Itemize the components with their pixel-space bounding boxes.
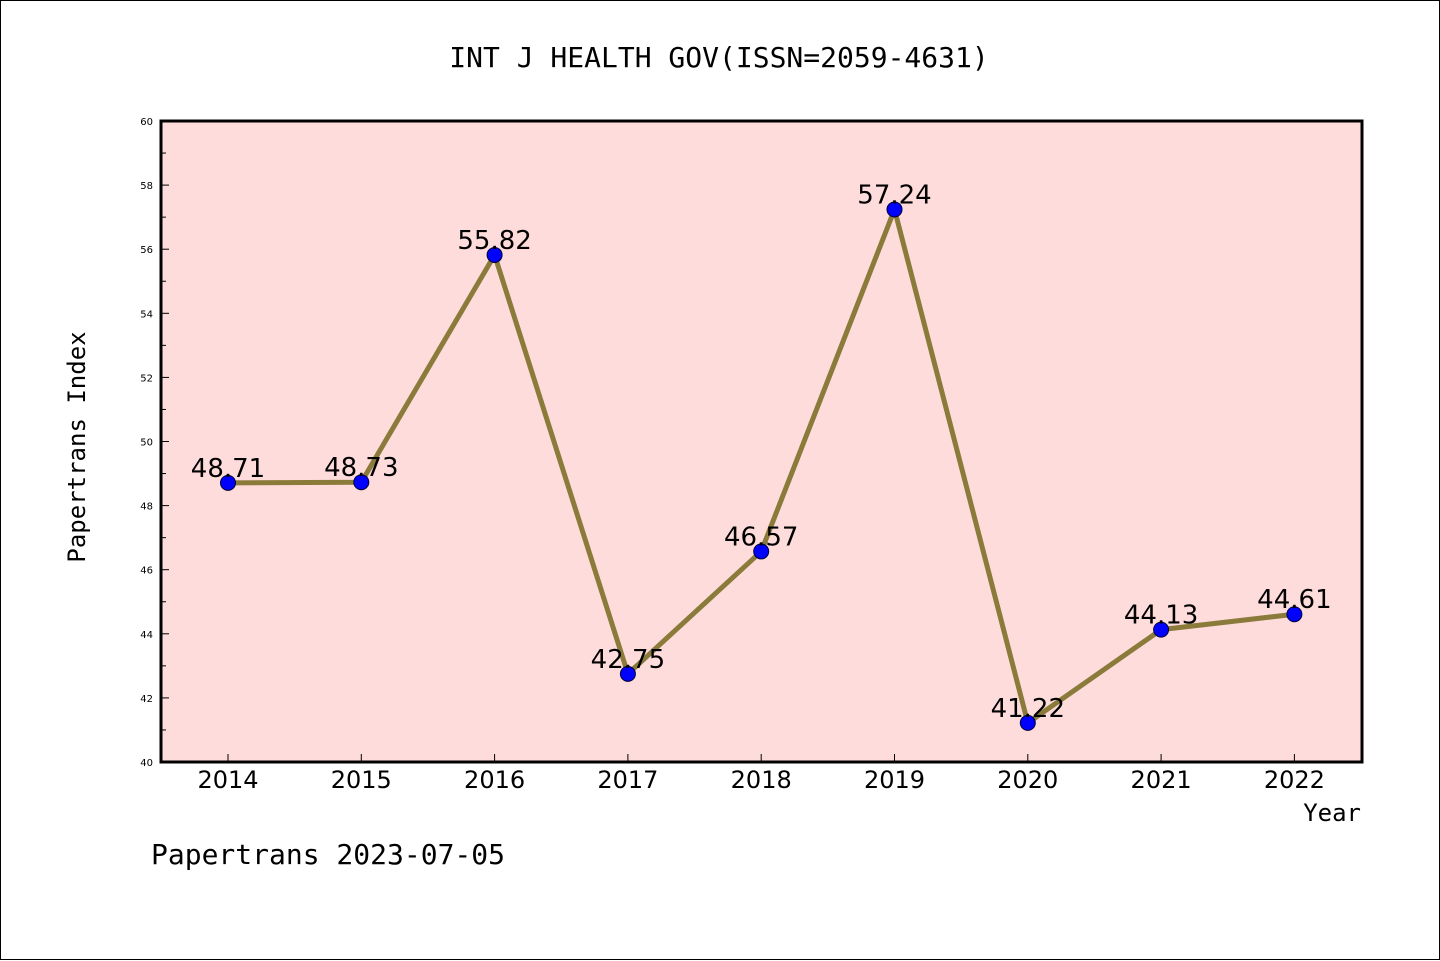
x-tick-label: 2020: [997, 766, 1058, 794]
x-tick-label: 2015: [331, 766, 392, 794]
data-point: [220, 474, 236, 491]
y-tick-label: 48: [140, 502, 153, 513]
y-tick-label: 42: [140, 694, 153, 705]
x-tick-label: 2018: [731, 766, 792, 794]
data-point: [1153, 621, 1170, 638]
data-label: 57.24: [857, 180, 931, 210]
y-tick-label: 54: [140, 309, 153, 320]
y-tick-label: 46: [140, 566, 153, 577]
data-label: 44.13: [1124, 601, 1198, 631]
data-label: 42.75: [591, 645, 665, 675]
data-label: 46.57: [724, 522, 798, 552]
y-tick-label: 60: [140, 117, 153, 128]
y-axis: 40 42 44 46 48 50 52 54 56 58 60: [140, 117, 169, 769]
x-axis-title: Year: [1303, 799, 1361, 827]
data-markers: [220, 201, 1303, 731]
data-point: [886, 201, 903, 218]
x-tick-label: 2022: [1264, 766, 1325, 794]
data-point: [619, 665, 636, 682]
data-label: 48.73: [324, 453, 398, 483]
y-tick-label: 50: [140, 438, 153, 449]
plot-area: [159, 119, 1364, 764]
data-label: 41.22: [991, 694, 1065, 724]
x-axis: 2014 2015 2016 2017 2018 2019 2020 2021 2022: [197, 754, 1325, 794]
x-tick-label: 2016: [464, 766, 525, 794]
data-point: [486, 246, 503, 263]
x-tick-label: 2019: [864, 766, 925, 794]
data-label: 48.71: [191, 454, 265, 484]
x-tick-label: 2017: [597, 766, 658, 794]
data-point: [753, 543, 770, 560]
data-labels: 48.71 48.73 55.82 42.75 46.57 57.24 41.22 44.13…: [191, 180, 1332, 723]
footer-date: Papertrans 2023-07-05: [151, 838, 505, 871]
y-tick-label: 44: [140, 630, 153, 641]
data-label: 44.61: [1257, 585, 1331, 615]
y-tick-label: 58: [140, 181, 153, 192]
data-point: [1019, 714, 1036, 731]
data-point: [1286, 606, 1303, 623]
y-axis-title: Papertrans Index: [63, 331, 91, 562]
x-tick-label: 2014: [197, 766, 258, 794]
x-tick-label: 2021: [1131, 766, 1192, 794]
chart-title: INT J HEALTH GOV(ISSN=2059-4631): [449, 41, 988, 74]
y-tick-label: 52: [140, 373, 153, 384]
y-tick-label: 56: [140, 245, 153, 256]
y-tick-label: 40: [140, 758, 153, 769]
data-point: [353, 474, 370, 491]
data-label: 55.82: [457, 226, 531, 256]
